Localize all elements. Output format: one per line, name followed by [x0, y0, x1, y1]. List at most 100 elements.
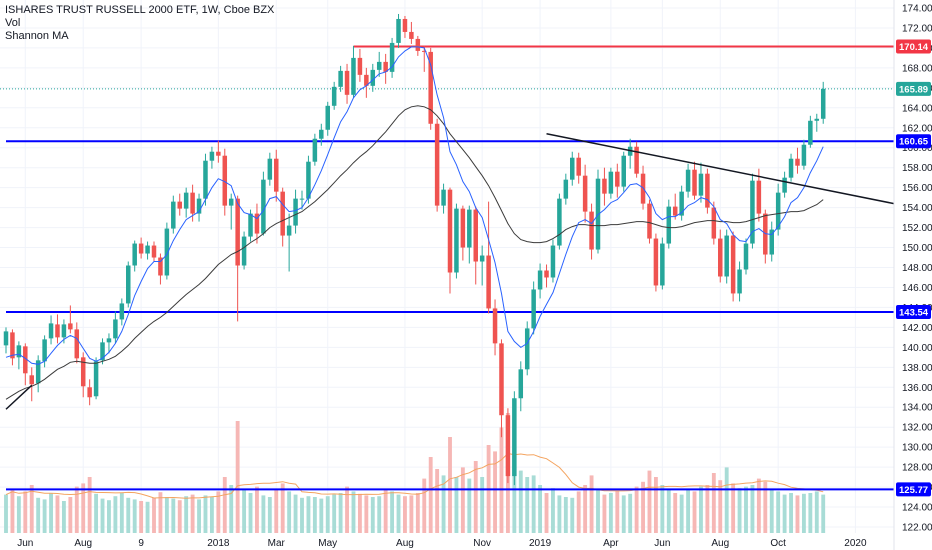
volume-bar — [576, 491, 581, 533]
price-tag-bg — [896, 134, 931, 149]
candle-body — [396, 18, 401, 43]
volume-bar — [370, 497, 375, 533]
candle-body — [376, 61, 382, 70]
candle-body — [344, 70, 350, 95]
candle-body — [306, 161, 311, 199]
price-tick-label: 132.00 — [902, 423, 932, 434]
volume-bar — [16, 496, 21, 533]
candle-body — [196, 198, 202, 214]
candle-body — [338, 70, 343, 87]
price-tick-label: 148.00 — [902, 263, 932, 274]
candle-body — [589, 211, 594, 250]
price-tick-label: 174.00 — [902, 3, 932, 14]
price-tag-label: 125.77 — [899, 485, 928, 496]
price-tick-label: 160.00 — [902, 143, 932, 154]
volume-bar — [293, 494, 298, 533]
volume-bar — [435, 469, 440, 533]
candle-body — [608, 171, 614, 194]
price-tick-label: 168.00 — [902, 63, 932, 74]
candle-body — [795, 158, 800, 166]
volume-bar — [222, 477, 227, 533]
price-tick-label: 158.00 — [902, 163, 932, 174]
time-tick-label: Aug — [711, 538, 729, 549]
volume-bar — [119, 493, 124, 533]
volume-bar — [718, 480, 723, 533]
candle-body — [409, 31, 414, 39]
candle-body — [518, 369, 524, 399]
candle-body — [389, 42, 395, 72]
candle-body — [35, 360, 41, 384]
volume-bar — [312, 497, 317, 533]
volume-bar — [769, 489, 774, 533]
candle-body — [692, 169, 697, 196]
volume-bar — [653, 477, 658, 533]
candle-body — [782, 177, 787, 193]
volume-bar — [29, 485, 34, 533]
volume-bar — [422, 478, 427, 533]
volume-bar — [139, 501, 144, 533]
volume-bar — [724, 467, 729, 533]
volume-bar — [68, 497, 73, 533]
candle-body — [209, 151, 215, 161]
volume-bar — [23, 491, 28, 533]
volume-bar — [789, 493, 793, 533]
candle-body — [183, 192, 189, 209]
candle-body — [145, 245, 150, 254]
price-tag-bg — [896, 81, 931, 96]
volume-bar — [666, 489, 671, 533]
candle-body — [248, 213, 253, 237]
candle-body — [312, 138, 318, 162]
volume-bar — [152, 497, 156, 533]
time-tick-label: Aug — [74, 538, 92, 549]
volume-bar — [808, 493, 813, 533]
volume-bar — [197, 499, 201, 533]
volume-bar — [531, 475, 536, 533]
candle-body — [164, 228, 170, 276]
candle-body — [621, 155, 626, 187]
time-tick-label: Nov — [473, 538, 491, 549]
volume-bar — [306, 496, 311, 533]
candle-body — [370, 69, 376, 86]
candle-body — [486, 255, 491, 309]
volume-bar — [55, 495, 60, 533]
candle-body — [492, 308, 498, 344]
price-tag-label: 165.89 — [899, 84, 928, 95]
candle-body — [454, 208, 459, 273]
volume-bar — [145, 501, 150, 533]
volume-bar — [660, 485, 665, 533]
volume-bar — [744, 486, 748, 533]
candle-body — [679, 191, 684, 216]
volume-bar — [164, 497, 169, 533]
volume-bar — [795, 495, 800, 533]
volume-bar — [557, 495, 562, 533]
volume-bar — [300, 497, 304, 533]
volume-bar — [589, 475, 594, 533]
candle-body — [512, 398, 517, 477]
volume-bar — [518, 470, 523, 533]
volume-bar — [396, 494, 401, 533]
ma-fast-line — [5, 46, 824, 365]
candles — [3, 13, 826, 486]
price-tick-label: 146.00 — [902, 283, 932, 294]
candle-body — [711, 207, 717, 239]
candle-body — [299, 198, 305, 200]
volume-bar — [634, 486, 639, 533]
price-tag-label: 160.65 — [899, 137, 929, 148]
candle-body — [570, 157, 575, 180]
volume-bar — [441, 475, 446, 533]
time-tick-label: 2020 — [844, 538, 867, 549]
volume-bar — [454, 477, 459, 533]
time-tick-label: Aug — [396, 538, 414, 549]
time-tick-label: May — [318, 538, 337, 549]
volume-bar — [10, 489, 15, 533]
candle-body — [820, 88, 826, 119]
volume-bar — [692, 491, 697, 533]
time-axis[interactable]: Jun Aug 9 2018 Mar May Aug Nov 2019 Apr Jun Aug Oct 2… — [17, 538, 867, 549]
candle-body — [460, 208, 466, 248]
volume-bar — [267, 497, 272, 533]
volume-bar — [460, 467, 465, 533]
candle-body — [364, 74, 369, 86]
volume-bar — [563, 497, 568, 533]
